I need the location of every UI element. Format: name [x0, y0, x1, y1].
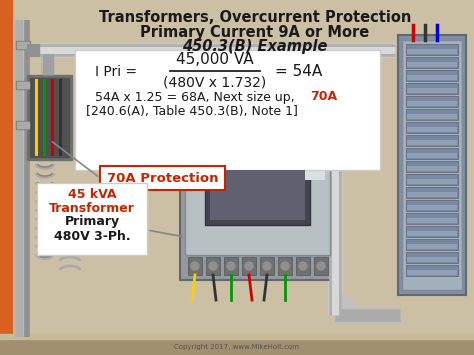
Bar: [17, 122, 29, 128]
Bar: [407, 179, 457, 184]
Bar: [406, 239, 458, 250]
Bar: [407, 88, 457, 93]
Bar: [407, 192, 457, 197]
Bar: [406, 83, 458, 94]
Bar: [402, 40, 462, 290]
Text: = 54A: = 54A: [275, 65, 322, 80]
Bar: [406, 200, 458, 211]
Bar: [407, 205, 457, 210]
Bar: [37, 183, 147, 255]
Bar: [406, 57, 458, 68]
Bar: [406, 70, 458, 81]
Bar: [278, 257, 292, 275]
Bar: [407, 101, 457, 106]
Circle shape: [299, 262, 307, 270]
Circle shape: [317, 262, 325, 270]
Bar: [180, 140, 335, 280]
Bar: [406, 148, 458, 159]
Bar: [406, 174, 458, 185]
Bar: [185, 145, 330, 255]
Bar: [205, 165, 310, 225]
Bar: [406, 122, 458, 133]
Bar: [16, 81, 30, 89]
Text: (480V x 1.732): (480V x 1.732): [164, 76, 266, 90]
Bar: [407, 140, 457, 145]
Bar: [224, 257, 238, 275]
Bar: [407, 114, 457, 119]
Bar: [16, 41, 30, 49]
Bar: [0, 0, 12, 337]
Bar: [398, 35, 466, 295]
Bar: [407, 218, 457, 223]
Bar: [206, 257, 220, 275]
Bar: [407, 75, 457, 80]
Bar: [406, 187, 458, 198]
Bar: [406, 252, 458, 263]
Bar: [407, 49, 457, 54]
Bar: [16, 121, 30, 129]
Bar: [17, 42, 29, 48]
Text: Copyright 2017, www.MikeHolt.com: Copyright 2017, www.MikeHolt.com: [174, 344, 300, 350]
Bar: [210, 170, 305, 220]
Bar: [407, 62, 457, 67]
Bar: [75, 50, 380, 170]
Bar: [100, 166, 225, 190]
Bar: [406, 135, 458, 146]
Bar: [406, 44, 458, 55]
Circle shape: [227, 262, 235, 270]
Bar: [407, 231, 457, 236]
Circle shape: [191, 262, 199, 270]
Bar: [296, 257, 310, 275]
Bar: [406, 226, 458, 237]
Bar: [407, 166, 457, 171]
Bar: [406, 161, 458, 172]
Bar: [406, 109, 458, 120]
Bar: [407, 244, 457, 249]
Bar: [406, 265, 458, 276]
Text: Transformer: Transformer: [49, 202, 135, 214]
Bar: [407, 127, 457, 132]
Bar: [0, 337, 474, 355]
Text: 70A: 70A: [310, 91, 337, 104]
Bar: [27, 75, 72, 160]
Text: Primary Current 9A or More: Primary Current 9A or More: [140, 24, 370, 39]
Text: 480V 3-Ph.: 480V 3-Ph.: [54, 229, 130, 242]
Bar: [27, 44, 39, 56]
Bar: [17, 82, 29, 88]
Bar: [0, 334, 474, 339]
Bar: [407, 257, 457, 262]
Bar: [188, 257, 202, 275]
Circle shape: [209, 262, 217, 270]
Text: 45,000 VA: 45,000 VA: [176, 53, 254, 67]
Text: I Pri =: I Pri =: [95, 65, 137, 79]
Text: Transformers, Overcurrent Protection: Transformers, Overcurrent Protection: [99, 10, 411, 24]
Text: 45 kVA: 45 kVA: [68, 189, 116, 202]
Text: 450.3(B) Example: 450.3(B) Example: [182, 39, 328, 55]
Circle shape: [281, 262, 289, 270]
Bar: [407, 153, 457, 158]
Bar: [407, 270, 457, 275]
Text: 70A Protection: 70A Protection: [107, 171, 218, 185]
Bar: [242, 257, 256, 275]
Bar: [260, 257, 274, 275]
Circle shape: [245, 262, 253, 270]
Text: Primary: Primary: [64, 215, 119, 229]
Circle shape: [263, 262, 271, 270]
Bar: [406, 213, 458, 224]
Bar: [30, 78, 69, 157]
Bar: [406, 96, 458, 107]
Bar: [190, 160, 325, 180]
Bar: [314, 257, 328, 275]
Text: [240.6(A), Table 450.3(B), Note 1]: [240.6(A), Table 450.3(B), Note 1]: [86, 105, 298, 119]
Text: 54A x 1.25 = 68A, Next size up,: 54A x 1.25 = 68A, Next size up,: [95, 91, 299, 104]
